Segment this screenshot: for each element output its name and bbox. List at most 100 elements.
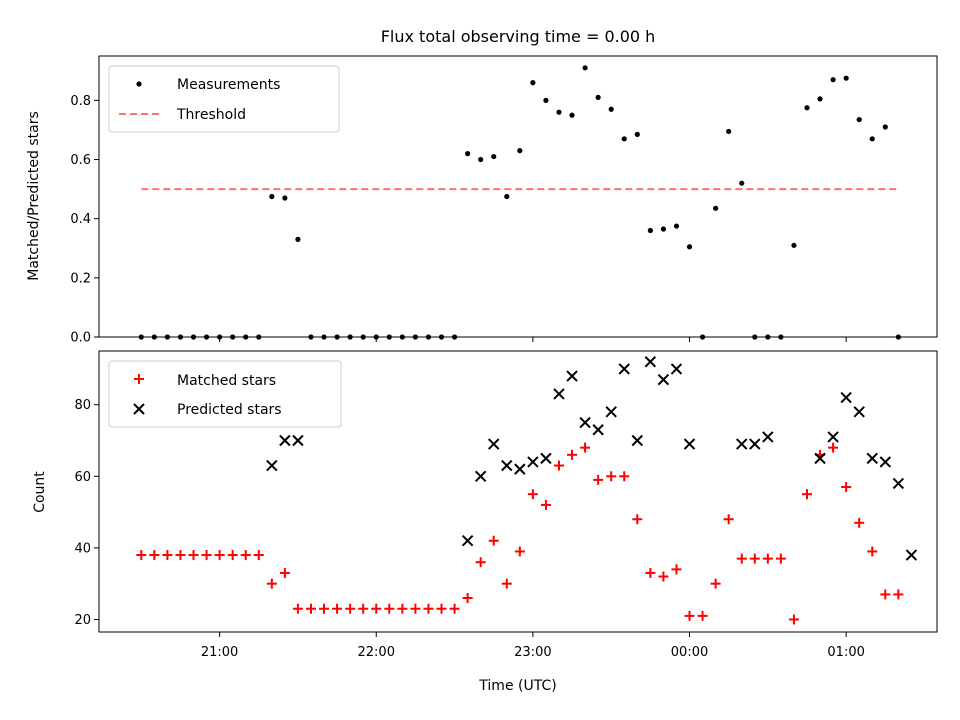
matched-stars-point xyxy=(841,482,852,493)
measurement-point xyxy=(465,151,471,157)
matched-stars-point xyxy=(723,514,734,525)
measurement-point xyxy=(882,124,888,130)
y-tick-label: 20 xyxy=(74,613,91,628)
matched-stars-point xyxy=(397,603,408,614)
measurement-point xyxy=(856,116,862,123)
matched-stars-point xyxy=(540,499,551,510)
matched-stars-point xyxy=(410,603,421,614)
bottom-legend: Matched stars Predicted stars xyxy=(108,360,342,428)
predicted-stars-point xyxy=(879,456,892,468)
predicted-stars-point xyxy=(736,438,748,450)
matched-stars-point xyxy=(567,449,578,460)
measurement-point xyxy=(713,205,719,211)
measurement-point xyxy=(791,242,797,248)
predicted-stars-point xyxy=(488,438,500,450)
y-tick-label: 0.8 xyxy=(70,94,91,109)
y-tick-label: 40 xyxy=(74,541,91,556)
matched-stars-point xyxy=(332,603,343,614)
measurement-point xyxy=(726,128,732,135)
predicted-stars-point xyxy=(866,452,878,465)
measurement-point xyxy=(504,193,510,200)
matched-stars-point xyxy=(384,603,395,614)
predicted-stars-point xyxy=(644,356,657,368)
legend-marker-matched xyxy=(134,374,144,384)
matched-stars-point xyxy=(684,610,695,621)
matched-stars-point xyxy=(736,553,747,564)
measurement-point xyxy=(686,244,693,250)
predicted-stars-point xyxy=(683,438,696,450)
matched-stars-point xyxy=(762,553,773,564)
predicted-stars-point xyxy=(266,459,278,472)
top-legend: Measurements Threshold xyxy=(108,65,340,133)
matched-stars-point xyxy=(240,550,251,561)
matched-stars-point xyxy=(162,550,173,561)
matched-stars-point xyxy=(749,553,760,564)
predicted-stars-point xyxy=(827,431,839,443)
matched-stars-point xyxy=(371,603,382,614)
measurement-point xyxy=(830,77,836,83)
predicted-stars-point xyxy=(579,416,591,429)
measurement-point xyxy=(517,148,523,154)
predicted-stars-point xyxy=(553,388,565,400)
predicted-stars-point xyxy=(279,434,291,447)
chart-title: Flux total observing time = 0.00 h xyxy=(381,27,656,46)
predicted-stars-point xyxy=(566,370,578,382)
measurement-point xyxy=(673,223,680,229)
predicted-stars-point xyxy=(631,434,644,447)
predicted-stars-point xyxy=(670,363,683,375)
measurement-point xyxy=(843,75,849,81)
measurement-point xyxy=(739,180,745,186)
matched-stars-point xyxy=(828,442,839,453)
matched-stars-point xyxy=(854,517,865,528)
matched-stars-point xyxy=(279,567,290,578)
y-tick-label: 80 xyxy=(74,398,91,413)
measurement-point xyxy=(595,94,601,101)
matched-stars-point xyxy=(775,553,786,564)
matched-stars-point xyxy=(475,557,486,568)
measurement-point xyxy=(530,80,536,86)
matched-stars-point xyxy=(880,589,891,600)
matched-stars-point xyxy=(788,614,799,625)
matched-stars-point xyxy=(149,550,160,561)
measurement-point xyxy=(582,65,588,71)
x-tick-label: 21:00 xyxy=(201,645,238,660)
predicted-stars-point xyxy=(905,549,918,561)
matched-stars-point xyxy=(527,489,538,500)
x-tick-label: 01:00 xyxy=(827,645,864,660)
matched-stars-point xyxy=(345,603,356,614)
top-panel: 0.00.20.40.60.8 Matched/Predicted stars … xyxy=(26,55,938,346)
legend-label-measurements: Measurements xyxy=(177,77,280,93)
bottom-panel-frame xyxy=(98,350,938,633)
legend-label-predicted: Predicted stars xyxy=(177,402,282,418)
predicted-stars-point xyxy=(762,431,774,443)
predicted-stars-point xyxy=(514,463,526,475)
y-tick-label: 0.4 xyxy=(70,212,91,227)
matched-stars-point xyxy=(501,578,512,589)
matched-stars-point xyxy=(423,603,434,614)
predicted-stars-point xyxy=(749,438,761,450)
predicted-stars-point xyxy=(605,406,617,418)
bottom-panel: 20 40 60 80 21:00 22:00 23:00 00:00 01:00 Count… xyxy=(32,350,938,694)
matched-stars-point xyxy=(292,603,303,614)
y-tick-label: 0.0 xyxy=(70,331,91,346)
matched-stars-point xyxy=(553,460,564,471)
measurement-point xyxy=(478,156,484,163)
predicted-stars-point xyxy=(853,406,865,418)
matched-stars-point xyxy=(867,546,878,557)
matched-stars-point xyxy=(606,471,617,482)
y-tick-label: 0.2 xyxy=(70,271,91,286)
measurement-point xyxy=(491,153,497,160)
matched-stars-point xyxy=(436,603,447,614)
top-panel-frame xyxy=(98,55,938,338)
measurement-point xyxy=(621,136,627,142)
matched-stars-point xyxy=(214,550,225,561)
predicted-stars-point xyxy=(618,363,630,375)
matched-stars-point xyxy=(319,603,330,614)
predicted-stars-point xyxy=(592,424,604,436)
measurement-point xyxy=(634,131,640,137)
predicted-stars-point xyxy=(814,452,826,465)
measurement-point xyxy=(269,193,275,200)
matched-stars-point xyxy=(671,564,682,575)
x-tick-label: 22:00 xyxy=(358,645,395,660)
